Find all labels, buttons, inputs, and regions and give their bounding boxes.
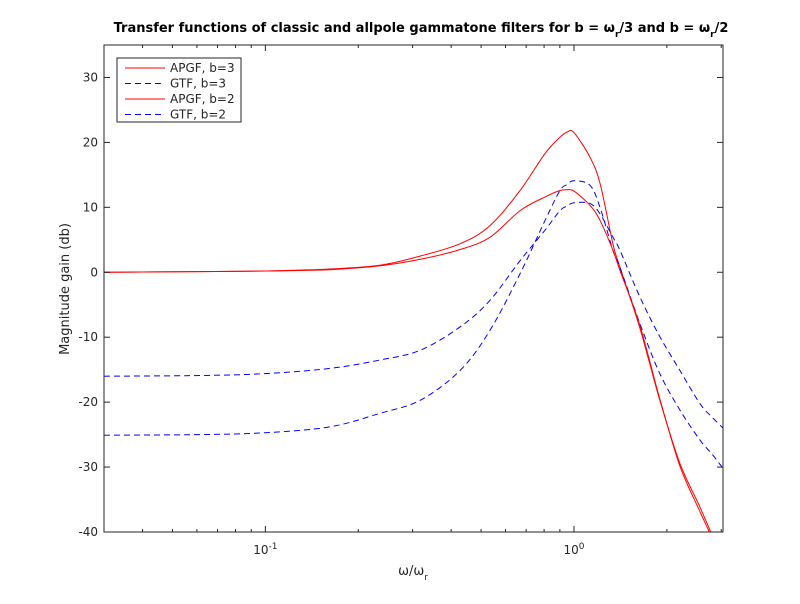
x-tick-label: 10-1 (253, 542, 277, 557)
series-line-4 (104, 201, 723, 429)
label-text: Transfer functions of classic and allpol… (114, 21, 615, 36)
chart-title: Transfer functions of classic and allpol… (114, 21, 729, 40)
legend-label: APGF, b=3 (170, 61, 235, 75)
legend-label: GTF, b=3 (170, 77, 226, 91)
label-text: /3 and b = ω (619, 21, 710, 36)
y-tick-label: 10 (83, 200, 98, 214)
y-tick-label: 20 (83, 135, 98, 149)
y-tick-label: 0 (90, 265, 98, 279)
label-text: ω/ω (398, 564, 424, 579)
subscript: r (710, 30, 715, 40)
x-tick-label: 100 (563, 542, 584, 557)
series-line-2 (104, 180, 723, 469)
legend-box (116, 57, 242, 123)
tick-exponent: -1 (269, 542, 278, 552)
axes-box (103, 44, 724, 533)
y-tick-label: -10 (78, 330, 98, 344)
label-text: /2 (715, 21, 729, 36)
plot-background (104, 45, 723, 532)
subscript: r (424, 573, 428, 583)
legend-label: APGF, b=2 (170, 92, 235, 106)
y-axis-label: Magnitude gain (db) (58, 223, 73, 355)
tick-base: 10 (563, 543, 578, 557)
x-axis-label: ω/ωr (398, 564, 428, 583)
tick-base: 10 (253, 543, 268, 557)
subscript: r (615, 30, 620, 40)
series-line-3 (104, 189, 710, 532)
y-tick-label: -40 (78, 525, 98, 539)
y-tick-label: 30 (83, 70, 98, 84)
y-tick-label: -30 (78, 460, 98, 474)
y-tick-label: -20 (78, 395, 98, 409)
legend-label: GTF, b=2 (170, 108, 226, 122)
tick-exponent: 0 (579, 542, 585, 552)
series-layer (104, 129, 723, 532)
